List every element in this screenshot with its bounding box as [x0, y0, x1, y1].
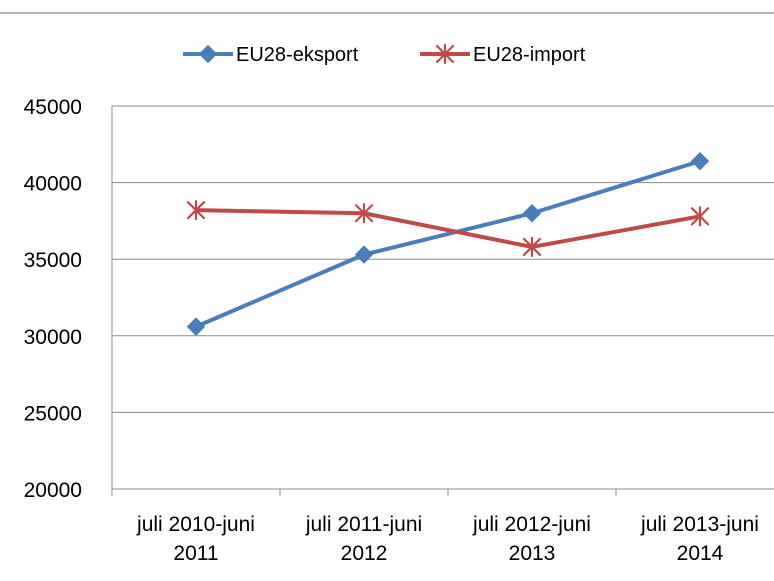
y-axis: 45000 40000 35000 30000 25000 20000 — [24, 96, 113, 502]
data-point-star — [690, 206, 710, 227]
data-point-diamond — [186, 317, 206, 336]
data-point-star — [354, 203, 374, 224]
data-point-diamond — [354, 245, 374, 264]
y-tick-label: 25000 — [24, 402, 82, 425]
x-tick-label: juli 2013-juni 2014 — [640, 513, 759, 565]
data-point-diamond — [198, 44, 218, 64]
x-tick-label-line: juli 2010-juni — [136, 513, 255, 536]
y-tick-label: 35000 — [24, 249, 82, 272]
x-tick-label: juli 2011-juni 2012 — [305, 513, 422, 565]
x-tick-label-line: 2014 — [677, 542, 724, 565]
legend-item: EU28-eksport — [183, 44, 359, 66]
x-tick-label-line: 2012 — [341, 542, 388, 565]
x-tick-label-line: juli 2013-juni — [640, 513, 759, 536]
y-tick-label: 40000 — [24, 173, 82, 196]
x-tick-label-line: 2013 — [509, 542, 556, 565]
x-tick-label-line: juli 2012-juni — [472, 513, 591, 536]
series-line — [195, 159, 701, 329]
data-point-star — [522, 236, 542, 258]
legend-label: EU28-eksport — [236, 44, 359, 66]
data-point-star — [186, 200, 206, 221]
x-tick-label-line: juli 2011-juni — [305, 513, 422, 536]
x-tick-label: juli 2010-juni 2011 — [136, 513, 255, 565]
gridlines — [112, 105, 774, 413]
series-eu28-import — [186, 200, 710, 258]
y-tick-label: 20000 — [24, 479, 82, 502]
legend: EU28-eksport EU28-import — [183, 43, 586, 66]
series-eu28-eksport — [186, 151, 710, 336]
y-tick-label: 30000 — [24, 326, 82, 349]
series-layer — [186, 151, 710, 336]
data-point-diamond — [690, 151, 710, 171]
legend-item: EU28-import — [420, 43, 586, 66]
data-point-diamond — [522, 204, 542, 223]
x-tick-label: juli 2012-juni 2013 — [472, 513, 591, 565]
legend-label: EU28-import — [473, 44, 586, 66]
y-tick-label: 45000 — [24, 96, 82, 119]
x-tick-label-line: 2011 — [173, 542, 218, 565]
data-point-star — [435, 43, 455, 65]
series-line — [195, 208, 701, 249]
